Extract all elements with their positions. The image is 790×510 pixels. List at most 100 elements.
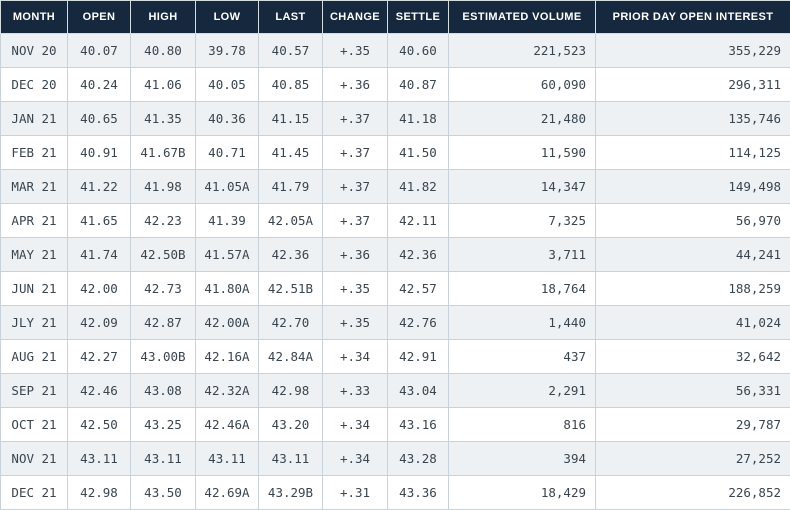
cell-change: +.33 [323,374,388,408]
cell-change: +.31 [323,476,388,510]
cell-change: +.37 [323,102,388,136]
cell-open: 42.46 [68,374,131,408]
cell-settle: 40.60 [388,34,449,68]
cell-last: 43.11 [259,442,323,476]
cell-month: APR 21 [1,204,68,238]
cell-open_interest: 29,787 [596,408,790,442]
cell-change: +.34 [323,442,388,476]
cell-open_interest: 56,331 [596,374,790,408]
cell-open_interest: 44,241 [596,238,790,272]
cell-low: 42.69A [196,476,259,510]
cell-open_interest: 27,252 [596,442,790,476]
cell-last: 42.84A [259,340,323,374]
cell-settle: 41.18 [388,102,449,136]
cell-last: 42.51B [259,272,323,306]
cell-high: 41.98 [131,170,196,204]
cell-last: 42.70 [259,306,323,340]
cell-volume: 21,480 [449,102,596,136]
cell-open_interest: 135,746 [596,102,790,136]
column-header-high: HIGH [131,1,196,34]
cell-last: 40.85 [259,68,323,102]
cell-month: FEB 21 [1,136,68,170]
cell-high: 41.06 [131,68,196,102]
cell-settle: 43.36 [388,476,449,510]
cell-open_interest: 296,311 [596,68,790,102]
cell-open: 41.74 [68,238,131,272]
cell-open: 41.65 [68,204,131,238]
cell-volume: 18,429 [449,476,596,510]
cell-change: +.37 [323,136,388,170]
cell-month: DEC 21 [1,476,68,510]
cell-high: 43.25 [131,408,196,442]
cell-settle: 42.91 [388,340,449,374]
cell-volume: 816 [449,408,596,442]
cell-change: +.37 [323,170,388,204]
cell-high: 42.87 [131,306,196,340]
cell-open: 42.27 [68,340,131,374]
cell-open_interest: 32,642 [596,340,790,374]
cell-change: +.34 [323,408,388,442]
column-header-last: LAST [259,1,323,34]
cell-settle: 40.87 [388,68,449,102]
cell-month: OCT 21 [1,408,68,442]
cell-open_interest: 149,498 [596,170,790,204]
column-header-open: OPEN [68,1,131,34]
cell-high: 42.73 [131,272,196,306]
cell-change: +.36 [323,238,388,272]
cell-volume: 3,711 [449,238,596,272]
cell-open: 41.22 [68,170,131,204]
cell-low: 40.71 [196,136,259,170]
cell-last: 43.20 [259,408,323,442]
cell-open: 40.07 [68,34,131,68]
cell-month: NOV 21 [1,442,68,476]
cell-month: NOV 20 [1,34,68,68]
cell-settle: 41.82 [388,170,449,204]
cell-settle: 43.28 [388,442,449,476]
cell-change: +.37 [323,204,388,238]
cell-volume: 7,325 [449,204,596,238]
cell-open: 40.65 [68,102,131,136]
cell-month: SEP 21 [1,374,68,408]
cell-low: 40.05 [196,68,259,102]
cell-high: 40.80 [131,34,196,68]
cell-open_interest: 226,852 [596,476,790,510]
cell-change: +.36 [323,68,388,102]
cell-low: 43.11 [196,442,259,476]
cell-month: AUG 21 [1,340,68,374]
cell-volume: 14,347 [449,170,596,204]
cell-volume: 60,090 [449,68,596,102]
cell-open_interest: 41,024 [596,306,790,340]
cell-open: 40.24 [68,68,131,102]
cell-low: 42.00A [196,306,259,340]
cell-volume: 1,440 [449,306,596,340]
cell-high: 43.00B [131,340,196,374]
cell-open_interest: 355,229 [596,34,790,68]
cell-settle: 42.76 [388,306,449,340]
column-header-month: MONTH [1,1,68,34]
cell-high: 42.23 [131,204,196,238]
cell-open_interest: 188,259 [596,272,790,306]
cell-volume: 221,523 [449,34,596,68]
cell-last: 42.36 [259,238,323,272]
cell-low: 41.05A [196,170,259,204]
cell-volume: 2,291 [449,374,596,408]
cell-high: 43.08 [131,374,196,408]
cell-low: 42.16A [196,340,259,374]
cell-low: 41.80A [196,272,259,306]
cell-change: +.35 [323,272,388,306]
cell-volume: 11,590 [449,136,596,170]
cell-low: 39.78 [196,34,259,68]
cell-high: 41.35 [131,102,196,136]
cell-open: 42.00 [68,272,131,306]
header-row: MONTH OPEN HIGH LOW LAST CHANGE SETTLE E… [1,1,790,34]
